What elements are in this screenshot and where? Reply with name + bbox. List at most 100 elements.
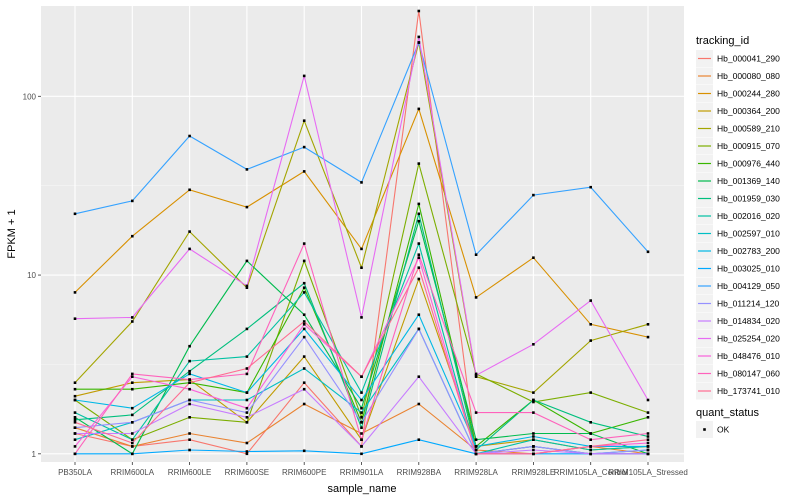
y-axis-title: FPKM + 1 xyxy=(6,209,18,258)
data-point xyxy=(417,202,421,206)
x-tick-label: RRIM600SE xyxy=(225,468,269,477)
data-point xyxy=(589,445,592,448)
legend-item: Hb_000589_210 xyxy=(696,120,780,137)
x-tick-label: RRIM105LA_Control xyxy=(554,468,628,477)
data-point xyxy=(360,375,363,378)
data-point xyxy=(646,432,650,435)
data-point xyxy=(245,286,249,289)
data-point xyxy=(417,277,421,281)
y-tick-label: 10 xyxy=(27,271,36,280)
data-point xyxy=(302,367,306,370)
data-point xyxy=(360,416,363,419)
data-point xyxy=(131,445,134,448)
data-point xyxy=(302,291,306,294)
legend-label: Hb_000976_440 xyxy=(717,159,780,169)
data-point xyxy=(360,411,363,414)
legend-label: Hb_002016_020 xyxy=(717,211,780,221)
x-tick-label: RRIM928BA xyxy=(397,468,442,477)
legend-label: Hb_004129_050 xyxy=(717,281,780,291)
data-point xyxy=(360,445,363,448)
data-point xyxy=(302,119,306,122)
data-point xyxy=(417,327,421,331)
data-point xyxy=(589,438,592,441)
legend-label: Hb_011214_120 xyxy=(717,299,780,309)
data-point xyxy=(131,441,134,445)
data-point xyxy=(131,432,134,435)
data-point xyxy=(646,438,650,441)
data-point xyxy=(73,426,77,429)
legend-item: Hb_001959_030 xyxy=(696,190,780,207)
data-point xyxy=(73,212,77,216)
data-point xyxy=(188,432,191,435)
y-tick-label: 1 xyxy=(32,450,37,459)
data-point xyxy=(245,205,249,209)
data-point xyxy=(589,323,592,326)
data-point xyxy=(646,416,650,419)
data-point xyxy=(188,230,191,233)
data-point xyxy=(589,391,592,394)
data-point xyxy=(532,398,535,402)
x-tick-label: RRIM600LE xyxy=(168,468,212,477)
data-point xyxy=(188,438,191,441)
legend-item: Hb_000080_080 xyxy=(696,67,780,85)
data-point xyxy=(646,445,650,448)
legend-label: Hb_000364_200 xyxy=(717,106,780,116)
x-tick-label: RRIM928LE xyxy=(512,468,556,477)
legend-item: Hb_000364_200 xyxy=(696,102,780,120)
data-point xyxy=(417,438,421,441)
data-point xyxy=(245,416,249,419)
data-point xyxy=(589,339,592,342)
data-point xyxy=(188,188,191,192)
data-point xyxy=(302,402,306,406)
data-point xyxy=(360,432,363,435)
data-point xyxy=(360,406,363,410)
data-point xyxy=(360,438,363,441)
data-point xyxy=(73,317,77,320)
data-point xyxy=(532,432,535,435)
data-point xyxy=(245,406,249,410)
data-point xyxy=(646,335,650,339)
legend-title-quant-status: quant_status xyxy=(696,407,759,419)
data-point xyxy=(245,367,249,370)
data-point xyxy=(417,107,421,111)
data-point xyxy=(245,259,249,263)
data-point xyxy=(532,256,535,259)
legend-label: Hb_000041_290 xyxy=(717,54,780,64)
data-point xyxy=(646,452,650,456)
data-point xyxy=(417,266,421,269)
legend-item: Hb_000976_440 xyxy=(696,155,780,172)
data-point xyxy=(360,452,363,456)
legend-item: Hb_173741_010 xyxy=(696,382,780,400)
legend-item: Hb_000041_290 xyxy=(696,50,780,67)
data-point xyxy=(532,448,535,452)
data-point xyxy=(589,185,592,189)
y-axis: 1 10 100 xyxy=(23,92,41,459)
data-point xyxy=(474,253,478,256)
data-point xyxy=(646,441,650,445)
data-point xyxy=(73,394,77,398)
legend-label: Hb_000244_280 xyxy=(717,89,780,99)
data-point xyxy=(73,387,77,391)
data-point xyxy=(131,406,134,410)
data-point xyxy=(360,266,363,269)
data-point xyxy=(474,411,478,414)
data-point xyxy=(360,398,363,402)
legend-label: Hb_003025_010 xyxy=(717,264,780,274)
data-point xyxy=(131,234,134,238)
data-point xyxy=(188,344,191,348)
data-point xyxy=(73,381,77,384)
data-point xyxy=(188,416,191,419)
data-point xyxy=(302,355,306,358)
data-point xyxy=(532,391,535,394)
data-point xyxy=(73,416,77,419)
data-point xyxy=(532,438,535,441)
data-point xyxy=(532,435,535,438)
data-point xyxy=(131,421,134,424)
data-point xyxy=(188,134,191,138)
data-point xyxy=(188,359,191,363)
data-point xyxy=(245,398,249,402)
series-points xyxy=(73,9,650,456)
data-point xyxy=(532,343,535,346)
legend-item: Hb_011214_120 xyxy=(696,295,780,312)
